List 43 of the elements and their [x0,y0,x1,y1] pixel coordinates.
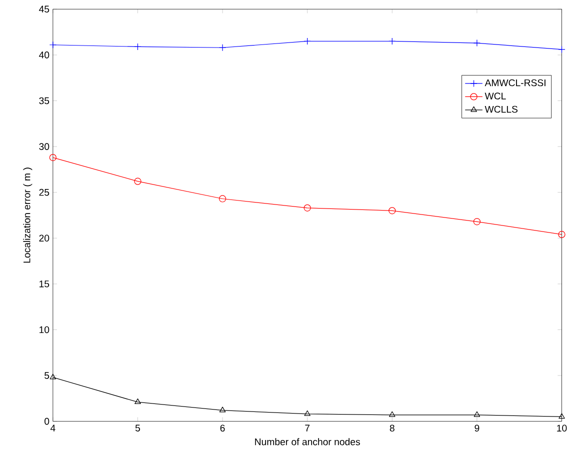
y-tick-label: 20 [39,234,50,242]
y-tick-label: 5 [44,372,50,379]
point [473,39,481,47]
point [49,41,56,48]
x-tick-label: 9 [474,424,480,432]
x-axis-title: Number of anchor nodes [255,438,360,446]
point [474,411,480,417]
point [304,38,311,45]
y-tick-label: 0 [44,418,50,425]
point [218,195,226,202]
legend-label: AMWCL-RSSI [484,79,546,86]
point [50,374,56,380]
point [389,411,396,417]
y-tick-label: 10 [40,326,50,334]
x-tick-label: 10 [557,424,567,432]
point [558,46,566,53]
y-tick-label: 40 [39,51,50,58]
y-tick-label: 35 [39,97,50,104]
point [219,406,226,412]
x-tick-label: 6 [220,424,225,432]
legend-label: WCL [484,92,506,100]
point [218,44,226,52]
point [558,230,566,238]
y-tick-label: 45 [39,6,50,12]
point [49,154,56,162]
point [388,38,396,45]
point [473,218,481,226]
point [134,178,142,185]
y-tick-label: 15 [40,280,50,288]
y-tick-label: 30 [39,143,50,150]
x-tick-label: 8 [390,424,394,432]
point [304,204,311,212]
y-axis-title: Localization error ( m ) [23,168,32,263]
legend-label: WCLLS [484,106,518,113]
x-tick-label: 5 [135,424,140,432]
y-tick-label: 25 [39,188,50,196]
point [388,207,396,214]
x-tick-label: 7 [305,424,310,432]
point [134,43,142,50]
point [134,398,141,404]
x-tick-label: 4 [50,424,56,432]
point [558,413,565,419]
point [304,410,310,416]
